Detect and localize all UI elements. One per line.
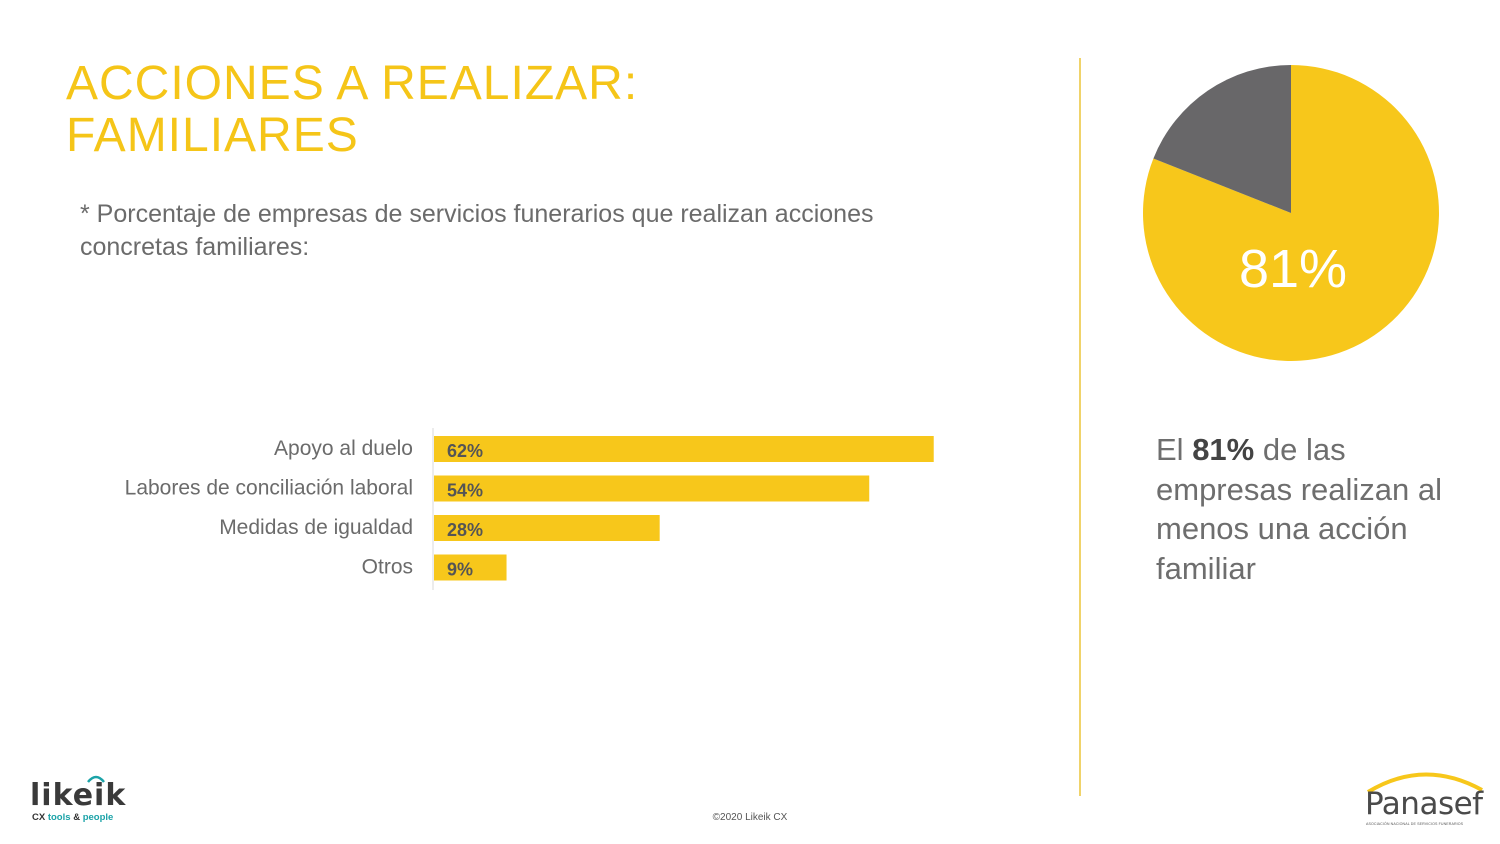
bar-0 [434,436,934,462]
bar-value-label-1: 54% [447,481,483,501]
bar-value-label-2: 28% [447,520,483,540]
likeik-tag-people: people [82,812,114,823]
summary-text: El 81% de las empresas realizan al menos… [1156,430,1466,588]
summary-suffix: de las empresas realizan al menos una ac… [1156,432,1443,586]
likeik-tag-tools: tools [47,812,71,823]
page-title: ACCIONES A REALIZAR: FAMILIARES [66,58,966,162]
bar-2 [434,515,660,541]
title-line-1: ACCIONES A REALIZAR: [66,57,639,110]
bar-3 [434,554,507,581]
likeik-logo: likeik CX tools & people [30,770,140,830]
panasef-wordmark: Panasef [1365,786,1483,822]
likeik-tagline: CX tools & people [32,812,113,823]
bar-value-label-0: 62% [447,441,483,461]
vertical-divider [1079,58,1081,796]
panasef-logo: Panasef ASOCIACIÓN NACIONAL DE SERVICIOS… [1362,768,1487,830]
panasef-subline: ASOCIACIÓN NACIONAL DE SERVICIOS FUNERAR… [1366,822,1464,826]
title-line-2: FAMILIARES [66,109,359,162]
footer-copyright: ©2020 Likeik CX [712,812,788,823]
pie-slice-1 [1153,65,1291,213]
bar-chart: Apoyo al duelo 62% Labores de conciliación… [125,428,934,590]
bar-value-label-3: 9% [447,560,473,580]
likeik-arc-icon [87,775,105,783]
summary-prefix: El [1156,432,1193,467]
chart-subtitle: * Porcentaje de empresas de servicios fu… [80,200,874,261]
bar-category-label-3: Otros [362,556,413,579]
bar-category-label-1: Labores de conciliación laboral [125,477,413,500]
pie-data-label: 81% [1239,239,1347,299]
likeik-tag-cx: CX [32,812,46,823]
bar-1 [434,475,870,502]
panasef-arc-icon [1366,772,1483,794]
likeik-tag-amp: & [73,812,81,823]
pie-chart: 81% [1143,65,1439,361]
bar-category-label-2: Medidas de igualdad [219,516,413,539]
bar-category-label-0: Apoyo al duelo [274,437,413,460]
summary-highlight: 81% [1192,432,1255,467]
likeik-wordmark: likeik [30,778,127,813]
